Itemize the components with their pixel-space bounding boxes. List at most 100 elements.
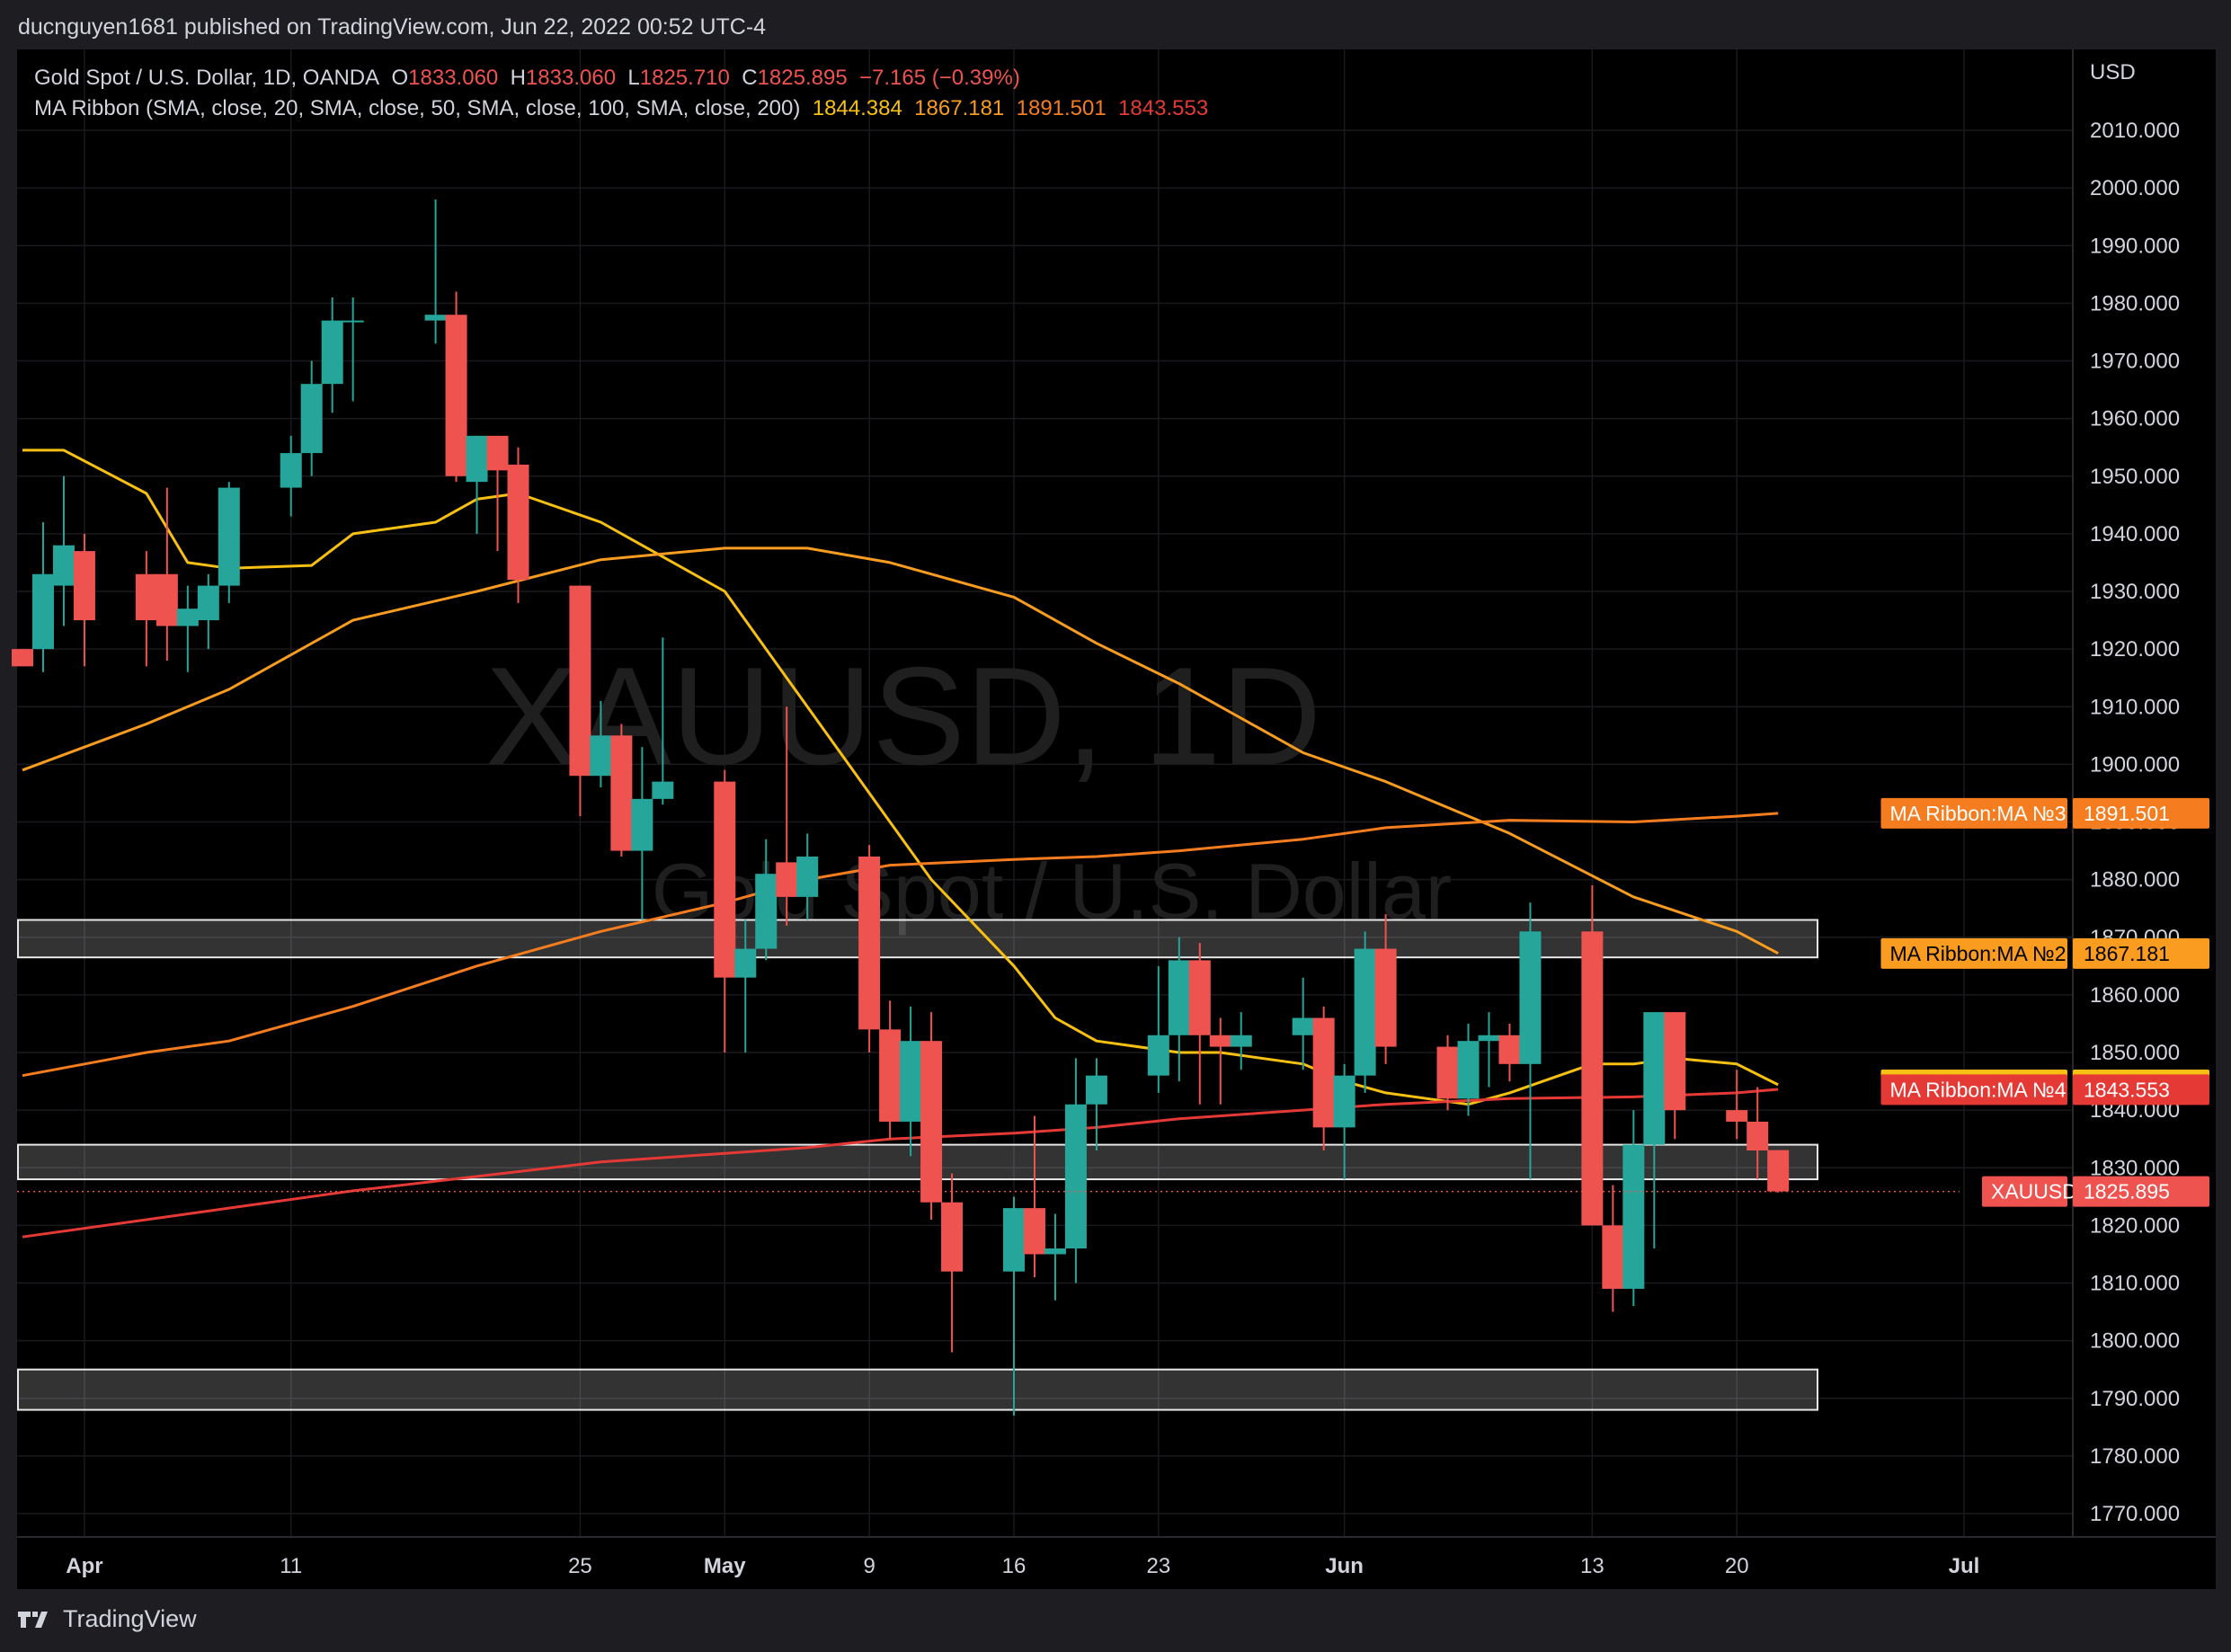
y-tick-label: 1920.000 <box>2090 637 2180 662</box>
candle <box>31 522 54 672</box>
y-tick-label: 1990.000 <box>2090 234 2180 258</box>
price-tag-label: MA Ribbon:MA №3 <box>1890 802 2067 825</box>
candle <box>1602 1185 1624 1312</box>
y-tick-label: 1930.000 <box>2090 580 2180 604</box>
x-tick-label: Jun <box>1325 1554 1364 1578</box>
candle-body <box>1168 960 1190 1035</box>
tradingview-logo[interactable]: TradingView <box>18 1605 197 1633</box>
candle <box>507 447 529 603</box>
ma2-value: 1867.181 <box>914 96 1005 120</box>
candle-body <box>300 384 323 454</box>
low-label: L <box>627 66 640 90</box>
candle-body <box>796 856 819 897</box>
candle-body <box>1602 1225 1624 1289</box>
price-tag-label-bg <box>1880 797 2067 829</box>
candle-body <box>1044 1248 1066 1255</box>
candle <box>445 291 467 483</box>
candle <box>1147 965 1169 1093</box>
price-tag-label-bg <box>1880 937 2067 969</box>
price-tag: XAUUSD 1825.895 <box>1982 1176 2209 1207</box>
candle-body <box>734 948 757 978</box>
candle <box>300 360 323 476</box>
candle-body <box>755 874 778 949</box>
candle-body <box>1354 948 1376 1076</box>
candle-body <box>858 856 881 1030</box>
candle-body <box>1581 931 1604 1226</box>
change-value: −7.165 (−0.39%) <box>859 66 1020 90</box>
candle <box>652 637 674 805</box>
candle <box>1726 1070 1748 1140</box>
candle-body <box>1478 1035 1500 1042</box>
candle-body <box>1643 1012 1666 1145</box>
candle-body <box>900 1041 922 1122</box>
high-label: H <box>510 66 526 90</box>
open-label: O <box>391 66 409 90</box>
candle <box>1767 1150 1790 1193</box>
candle-body <box>1085 1075 1107 1105</box>
candle <box>1312 1006 1335 1151</box>
candle <box>1085 1058 1107 1151</box>
candle-body <box>1498 1035 1521 1064</box>
candle <box>776 706 798 926</box>
price-tag: MA Ribbon:MA №3 1891.501 <box>1880 797 2209 829</box>
candle <box>1581 885 1604 1226</box>
candle-body <box>1209 1035 1231 1047</box>
candle <box>920 1012 943 1220</box>
x-tick-label: 9 <box>863 1554 875 1578</box>
candle <box>156 487 178 661</box>
candle <box>321 297 343 413</box>
candle-body <box>507 464 529 581</box>
candle-body <box>280 453 302 488</box>
zone-rectangle <box>17 1368 1818 1411</box>
zone-rectangle <box>17 1143 1818 1181</box>
y-tick-label: 1820.000 <box>2090 1213 2180 1238</box>
candle <box>1292 977 1314 1070</box>
candle <box>755 839 778 961</box>
candle-body <box>879 1029 902 1122</box>
candle-body <box>1726 1110 1748 1122</box>
chart-panel[interactable] <box>17 49 2216 1589</box>
price-tag-value-bg <box>2073 797 2209 829</box>
candle <box>176 585 199 672</box>
candle <box>1064 1058 1087 1283</box>
candle <box>590 700 612 788</box>
zone-rectangle <box>17 919 1818 959</box>
candle <box>486 435 509 552</box>
candle-body <box>1374 948 1397 1047</box>
candle-body <box>486 435 509 471</box>
price-tag-label: XAUUSD <box>1991 1180 2077 1203</box>
symbol-legend-row: Gold Spot / U.S. Dollar, 1D, OANDA O1833… <box>34 63 1208 93</box>
price-tag-value: 1825.895 <box>2084 1180 2170 1203</box>
candle <box>796 833 819 920</box>
candle <box>941 1173 964 1353</box>
candle <box>858 845 881 1052</box>
candle <box>218 482 240 603</box>
brand-name: TradingView <box>63 1605 197 1632</box>
price-tag-value-bg <box>2073 1074 2209 1106</box>
time-axis: Apr 11 25 May 9 16 23 Jun 13 20 Jul <box>17 1536 2216 1589</box>
candle-body <box>135 573 157 621</box>
low-value: 1825.710 <box>639 66 730 90</box>
candle-body <box>1436 1046 1459 1099</box>
candle-body <box>156 573 178 626</box>
close-label: C <box>742 66 758 90</box>
candle <box>1188 943 1211 1105</box>
y-tick-label: 2010.000 <box>2090 119 2180 143</box>
candle <box>52 475 75 626</box>
x-tick-label: 11 <box>280 1554 302 1578</box>
x-tick-label: 20 <box>1725 1554 1749 1578</box>
candle-body <box>1767 1150 1790 1192</box>
candle <box>1643 1012 1666 1249</box>
candle-body <box>776 862 798 897</box>
x-tick-label: 23 <box>1146 1554 1170 1578</box>
candle-body <box>631 798 653 851</box>
candle-body <box>52 545 75 586</box>
candle <box>1168 937 1190 1082</box>
candle-body <box>610 735 633 851</box>
symbol-title: Gold Spot / U.S. Dollar, 1D, OANDA <box>34 66 380 90</box>
candle-body <box>1064 1104 1087 1249</box>
price-tag-value: 1843.553 <box>2084 1078 2170 1101</box>
y-tick-label: 2000.000 <box>2090 176 2180 200</box>
candle <box>1023 1115 1045 1278</box>
